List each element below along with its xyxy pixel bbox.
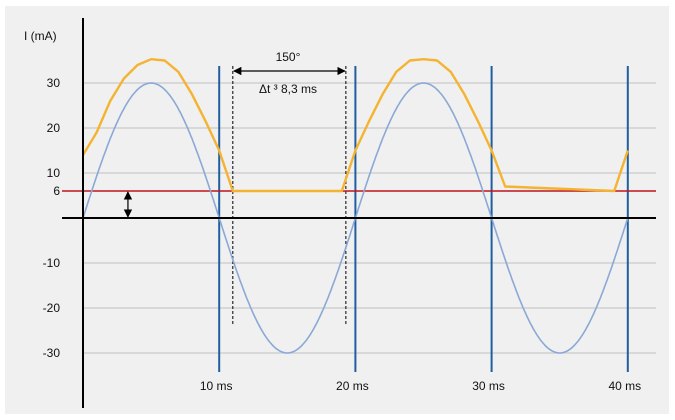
y-tick-label-4: -10 bbox=[43, 256, 61, 270]
x-tick-label-0: 10 ms bbox=[200, 379, 233, 393]
x-tick-labels: 10 ms 20 ms 30 ms 40 ms bbox=[200, 379, 641, 393]
x-tick-label-2: 30 ms bbox=[472, 379, 505, 393]
axes bbox=[62, 18, 656, 408]
x-tick-label-3: 40 ms bbox=[608, 379, 641, 393]
annotations: 150° Δt ³ 8,3 ms bbox=[123, 50, 346, 218]
delta-t-label: Δt ³ 8,3 ms bbox=[259, 82, 317, 96]
y-tick-label-5: -20 bbox=[43, 301, 61, 315]
x-tick-label-1: 20 ms bbox=[336, 379, 369, 393]
angle-label: 150° bbox=[276, 50, 301, 64]
dashed-lines bbox=[232, 66, 347, 325]
y-tick-label-0: 30 bbox=[47, 76, 61, 90]
y-tick-label-3: 6 bbox=[53, 184, 60, 198]
y-tick-label-6: -30 bbox=[43, 346, 61, 360]
y-tick-labels: 30 20 10 6 -10 -20 -30 bbox=[43, 76, 61, 360]
y-tick-label-1: 20 bbox=[47, 121, 61, 135]
y-axis-label: I (mA) bbox=[24, 29, 57, 43]
series-output-line bbox=[81, 58, 629, 193]
y-tick-label-2: 10 bbox=[47, 166, 61, 180]
